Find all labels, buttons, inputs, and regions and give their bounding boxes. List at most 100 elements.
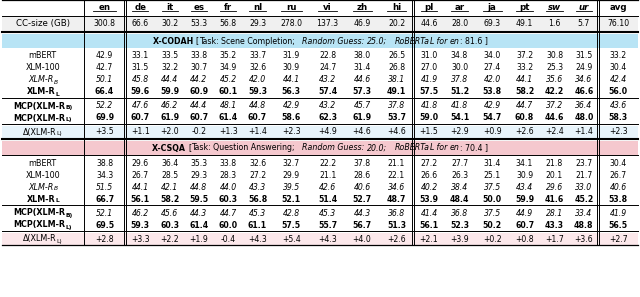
Text: 1.6: 1.6 [548, 19, 561, 28]
Text: 300.8: 300.8 [93, 19, 116, 28]
Bar [2, 141, 638, 155]
Text: 24.7: 24.7 [319, 64, 336, 72]
Text: en: en [450, 37, 460, 45]
Text: hi: hi [392, 4, 401, 12]
Text: 60.7: 60.7 [189, 113, 209, 122]
Text: 61.9: 61.9 [353, 113, 372, 122]
Text: 45.2: 45.2 [220, 75, 237, 85]
Text: 37.2: 37.2 [546, 102, 563, 110]
Text: 53.3: 53.3 [190, 19, 207, 28]
Text: +1.4: +1.4 [574, 127, 593, 137]
Text: mBERT: mBERT [29, 51, 57, 61]
Text: 40.6: 40.6 [353, 182, 371, 192]
Text: +2.6: +2.6 [387, 235, 406, 244]
Text: 33.8: 33.8 [220, 159, 237, 168]
Text: 51.2: 51.2 [450, 88, 469, 97]
Text: 44.6: 44.6 [353, 75, 371, 85]
Text: 31.9: 31.9 [283, 51, 300, 61]
Text: 20.1: 20.1 [546, 170, 563, 179]
Text: 45.3: 45.3 [249, 208, 266, 217]
Text: 27.7: 27.7 [451, 159, 468, 168]
Text: +2.7: +2.7 [609, 235, 628, 244]
Text: 30.8: 30.8 [546, 51, 563, 61]
Text: L): L) [57, 132, 63, 137]
Text: +4.3: +4.3 [318, 235, 337, 244]
Text: 57.4: 57.4 [318, 88, 337, 97]
Text: 59.6: 59.6 [131, 88, 150, 97]
Text: X-CSQA: X-CSQA [152, 143, 188, 152]
Text: L: L [429, 37, 434, 45]
Text: 69.5: 69.5 [95, 220, 114, 230]
Text: 56.8: 56.8 [220, 19, 237, 28]
Text: +1.3: +1.3 [219, 127, 237, 137]
Text: L): L) [57, 238, 63, 244]
Text: +1.5: +1.5 [420, 127, 438, 137]
Text: +0.2: +0.2 [483, 235, 501, 244]
Text: 26.6: 26.6 [420, 170, 438, 179]
Text: +4.3: +4.3 [248, 235, 267, 244]
Text: 56.7: 56.7 [353, 220, 372, 230]
Text: 44.7: 44.7 [516, 102, 533, 110]
Text: 42.1: 42.1 [161, 182, 178, 192]
Text: es: es [193, 4, 204, 12]
Text: for: for [434, 143, 450, 152]
Text: 30.7: 30.7 [190, 64, 207, 72]
Text: : 81.6 ]: : 81.6 ] [460, 37, 488, 45]
Text: 31.0: 31.0 [420, 51, 438, 61]
Text: 53.7: 53.7 [387, 113, 406, 122]
Text: 37.5: 37.5 [483, 182, 500, 192]
Text: 58.3: 58.3 [609, 113, 628, 122]
Text: 36.8: 36.8 [451, 208, 468, 217]
Text: 38.0: 38.0 [353, 51, 371, 61]
Text: +2.3: +2.3 [282, 127, 301, 137]
Text: 58.2: 58.2 [160, 195, 179, 203]
Text: 53.8: 53.8 [609, 195, 628, 203]
Text: B: B [53, 80, 58, 85]
Text: 22.1: 22.1 [388, 170, 405, 179]
Bar [2, 233, 638, 245]
Text: 26.7: 26.7 [132, 170, 149, 179]
Text: 49.1: 49.1 [387, 88, 406, 97]
Text: 42.2: 42.2 [545, 88, 564, 97]
Text: 66.6: 66.6 [132, 19, 149, 28]
Text: 60.1: 60.1 [219, 88, 238, 97]
Text: ar: ar [454, 4, 465, 12]
Text: 31.5: 31.5 [132, 64, 149, 72]
Text: 30.0: 30.0 [451, 64, 468, 72]
Text: +4.6: +4.6 [387, 127, 406, 137]
Text: X-CODAH: X-CODAH [152, 37, 196, 45]
Text: 52.3: 52.3 [450, 220, 469, 230]
Text: Task:: Task: [191, 143, 213, 152]
Text: sw: sw [548, 4, 561, 12]
Text: 31.4: 31.4 [353, 64, 371, 72]
Text: 35.2: 35.2 [220, 51, 237, 61]
Text: 34.1: 34.1 [516, 159, 533, 168]
Text: L: L [429, 143, 434, 152]
Text: 69.3: 69.3 [483, 19, 500, 28]
Text: +0.9: +0.9 [483, 127, 501, 137]
Text: MCP(XLM-R: MCP(XLM-R [13, 220, 65, 230]
Text: 20.0;: 20.0; [367, 143, 387, 152]
Text: 47.6: 47.6 [132, 102, 149, 110]
Text: 42.9: 42.9 [96, 51, 113, 61]
Text: 42.9: 42.9 [283, 102, 300, 110]
Text: +2.1: +2.1 [420, 235, 438, 244]
Text: 278.0: 278.0 [280, 19, 302, 28]
Text: 34.6: 34.6 [388, 182, 405, 192]
Text: 26.3: 26.3 [451, 170, 468, 179]
Text: +4.0: +4.0 [353, 235, 371, 244]
Text: 28.0: 28.0 [451, 19, 468, 28]
Text: 44.8: 44.8 [249, 102, 266, 110]
Text: 44.3: 44.3 [190, 208, 207, 217]
Text: 21.1: 21.1 [388, 159, 405, 168]
Text: 60.8: 60.8 [515, 113, 534, 122]
Text: 33.4: 33.4 [575, 208, 593, 217]
Text: fr: fr [224, 4, 232, 12]
Text: 43.3: 43.3 [545, 220, 564, 230]
Text: 46.9: 46.9 [353, 19, 371, 28]
Text: 57.5: 57.5 [419, 88, 438, 97]
Text: 44.3: 44.3 [353, 208, 371, 217]
Text: 41.9: 41.9 [420, 75, 438, 85]
Text: 44.6: 44.6 [545, 113, 564, 122]
Text: Random Guess:: Random Guess: [302, 143, 367, 152]
